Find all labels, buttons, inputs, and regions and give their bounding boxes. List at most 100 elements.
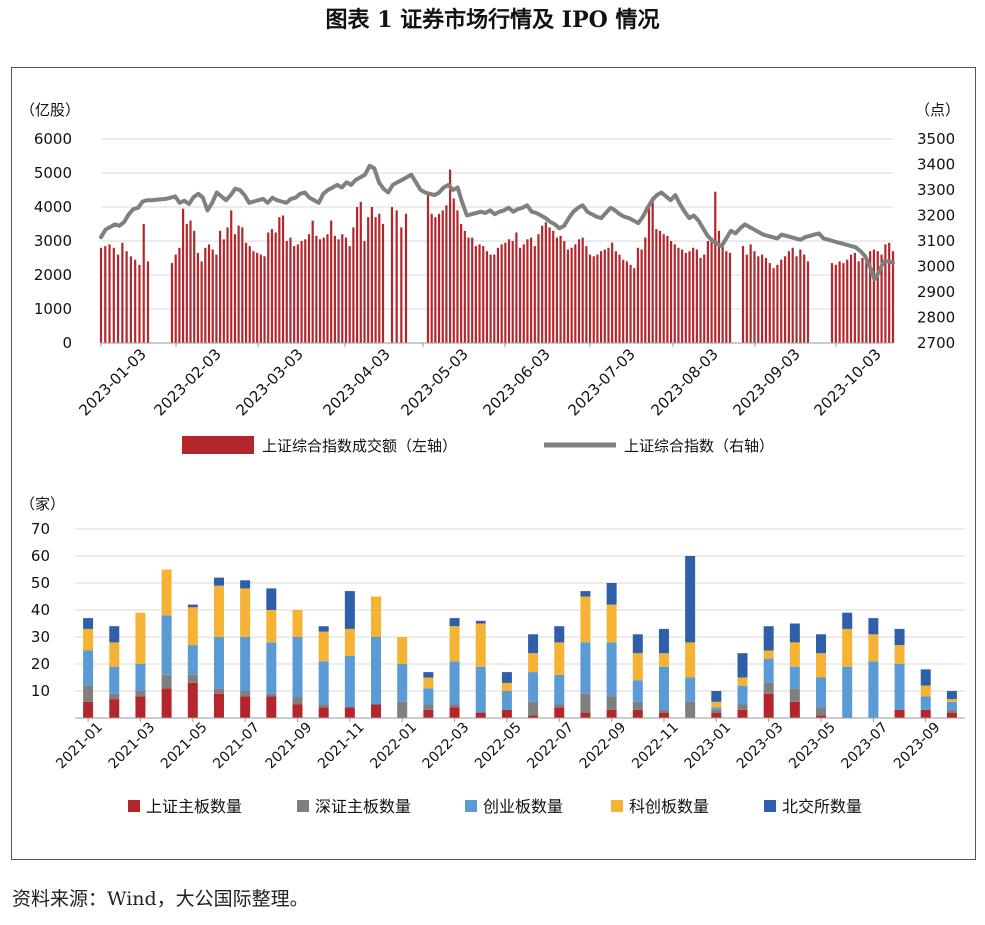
- legend-swatch-turnover: [182, 436, 254, 454]
- turnover-bar: [395, 210, 398, 343]
- ipo-bar-segment-bse: [711, 691, 722, 702]
- ipo-bar-segment-sh-main: [580, 712, 591, 718]
- turnover-bar: [662, 234, 665, 343]
- ipo-bar-segment-sh-main: [632, 709, 643, 718]
- ipo-bar-segment-chinext: [344, 655, 355, 708]
- ipo-bar-segment-star: [763, 650, 774, 659]
- turnover-bar: [714, 191, 717, 343]
- legend-label-chinext: 创业板数量: [483, 797, 563, 816]
- turnover-bar: [281, 215, 285, 343]
- top-x-tick-label: 2023-06-03: [479, 345, 553, 419]
- ipo-bar-segment-star: [397, 637, 408, 664]
- turnover-bar: [193, 230, 196, 343]
- ipo-bar-segment-star: [580, 596, 591, 643]
- ipo-bar-segment-chinext: [135, 664, 146, 691]
- ipo-bar-segment-star: [161, 569, 172, 616]
- ipo-bar-segment-bse: [685, 556, 696, 643]
- ipo-bar-segment-sh-main: [344, 707, 355, 718]
- ipo-bar-segment-sh-main: [266, 696, 277, 718]
- turnover-bar: [699, 258, 702, 343]
- ipo-bar-segment-chinext: [685, 677, 696, 702]
- turnover-bar: [741, 246, 745, 343]
- turnover-bar: [496, 247, 500, 343]
- top-left-tick-label: 5000: [34, 164, 72, 182]
- turnover-bar: [104, 246, 107, 343]
- ipo-bar-segment-sh-main: [737, 709, 748, 718]
- ipo-bar-segment-star: [606, 604, 617, 643]
- turnover-bar: [688, 251, 691, 343]
- turnover-bar: [559, 235, 562, 343]
- ipo-bar-segment-star: [344, 628, 355, 656]
- top-left-tick-label: 3000: [34, 232, 72, 250]
- ipo-bar-segment-bse: [946, 691, 957, 700]
- turnover-bar: [780, 259, 783, 343]
- turnover-bar: [673, 244, 676, 343]
- turnover-bar: [721, 244, 724, 343]
- turnover-bar: [522, 244, 525, 343]
- turnover-bar: [326, 234, 329, 343]
- turnover-bar: [625, 261, 628, 343]
- turnover-bar: [134, 259, 137, 343]
- ipo-bar-segment-sz-main: [240, 691, 251, 697]
- turnover-bar: [352, 227, 355, 343]
- turnover-bar: [666, 235, 669, 343]
- turnover-bar: [125, 251, 128, 343]
- turnover-bar: [880, 254, 883, 343]
- turnover-bar: [434, 217, 437, 343]
- ipo-bar-segment-star: [528, 653, 539, 673]
- source-note: 资料来源：Wind，大公国际整理。: [12, 888, 309, 910]
- ipo-bar-segment-bse: [83, 618, 94, 629]
- ipo-bar-segment-chinext: [501, 691, 512, 710]
- ipo-bar-segment-chinext: [187, 645, 198, 675]
- turnover-bar: [574, 244, 577, 343]
- turnover-bar: [681, 249, 684, 343]
- turnover-bar: [651, 196, 654, 343]
- turnover-bar: [445, 205, 448, 343]
- turnover-bar: [783, 256, 787, 343]
- ipo-bar-segment-star: [475, 623, 486, 667]
- ipo-bar-segment-chinext: [423, 688, 434, 705]
- turnover-bar: [500, 244, 503, 343]
- turnover-bar: [853, 252, 856, 343]
- turnover-bar: [806, 261, 810, 343]
- ipo-bar-segment-chinext: [528, 672, 539, 702]
- turnover-bar: [344, 237, 348, 343]
- turnover-bar: [467, 237, 470, 343]
- turnover-bar: [541, 225, 544, 343]
- ipo-bar-segment-star: [449, 626, 460, 662]
- ipo-bar-segment-bse: [109, 626, 120, 643]
- ipo-bar-segment-sz-main: [711, 709, 722, 713]
- turnover-bar: [355, 207, 359, 343]
- top-left-tick-label: 4000: [34, 198, 72, 216]
- bottom-x-tick-label: 2021-05: [158, 720, 211, 773]
- ipo-bar-segment-sh-main: [213, 693, 224, 718]
- turnover-bar: [129, 256, 133, 343]
- ipo-bar-segment-star: [554, 642, 565, 675]
- top-left-tick-label: 6000: [34, 130, 72, 148]
- top-x-tick-label: 2023-02-03: [150, 345, 224, 419]
- ipo-bar-segment-bse: [816, 634, 827, 654]
- turnover-bar: [511, 241, 514, 343]
- ipo-bar-segment-bse: [266, 588, 277, 610]
- turnover-bar: [757, 256, 760, 343]
- top-left-tick-label: 0: [62, 334, 72, 352]
- top-right-tick-label: 2700: [917, 334, 955, 352]
- turnover-bar: [838, 261, 841, 343]
- bottom-y-tick-label: 70: [31, 520, 50, 538]
- ipo-bar-segment-sz-main: [658, 709, 669, 713]
- turnover-bar: [768, 263, 771, 343]
- ipo-bar-segment-sz-main: [816, 707, 827, 716]
- turnover-bar: [263, 256, 266, 343]
- turnover-bar: [677, 247, 680, 343]
- turnover-bar: [640, 249, 643, 343]
- turnover-bar: [237, 225, 240, 343]
- turnover-bar: [112, 247, 115, 343]
- top-left-axis-unit: （亿股）: [20, 101, 80, 119]
- turnover-bar: [359, 201, 362, 343]
- ipo-bar-segment-sz-main: [397, 701, 408, 718]
- bottom-x-tick-label: 2022-03: [420, 720, 473, 773]
- turnover-bar: [330, 220, 333, 343]
- ipo-bar-segment-sh-main: [109, 699, 120, 718]
- ipo-bar-segment-star: [789, 642, 800, 667]
- turnover-bar: [256, 252, 259, 343]
